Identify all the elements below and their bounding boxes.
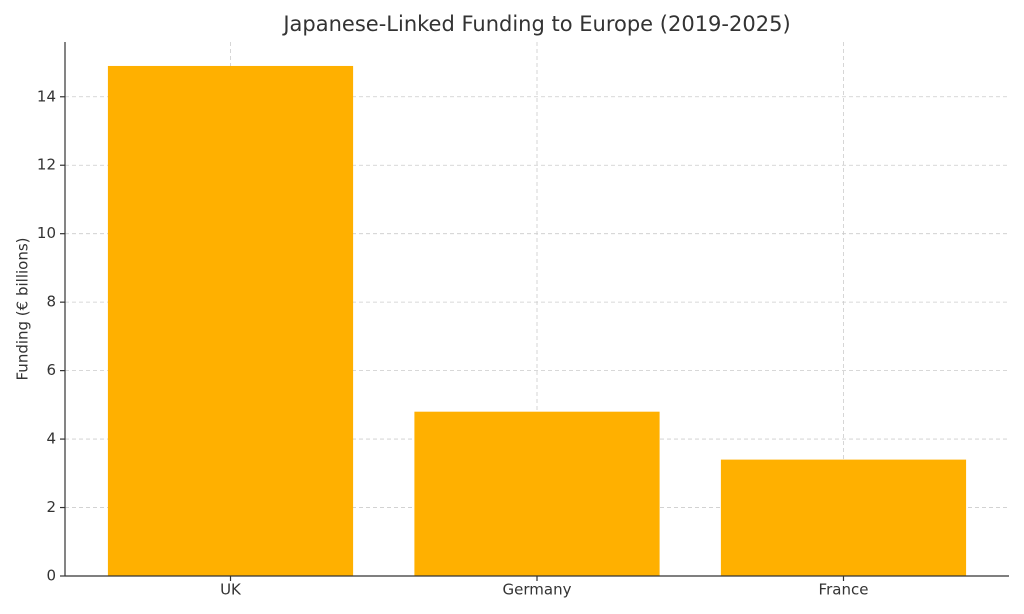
chart-title: Japanese-Linked Funding to Europe (2019-… bbox=[281, 12, 790, 36]
y-tick-label: 10 bbox=[37, 224, 56, 242]
x-tick-label: Germany bbox=[503, 581, 572, 599]
x-tick-label: France bbox=[819, 581, 869, 599]
bar bbox=[720, 459, 967, 576]
y-tick-label: 6 bbox=[46, 361, 56, 379]
y-axis-label: Funding (€ billions) bbox=[14, 237, 32, 380]
y-tick-label: 0 bbox=[46, 567, 56, 585]
x-tick-label: UK bbox=[220, 581, 242, 599]
bar bbox=[414, 411, 660, 576]
y-tick-label: 14 bbox=[37, 87, 56, 105]
bar bbox=[107, 65, 354, 576]
y-tick-label: 4 bbox=[46, 430, 56, 448]
y-tick-label: 8 bbox=[46, 293, 56, 311]
y-tick-label: 2 bbox=[46, 498, 56, 516]
y-tick-label: 12 bbox=[37, 156, 56, 174]
